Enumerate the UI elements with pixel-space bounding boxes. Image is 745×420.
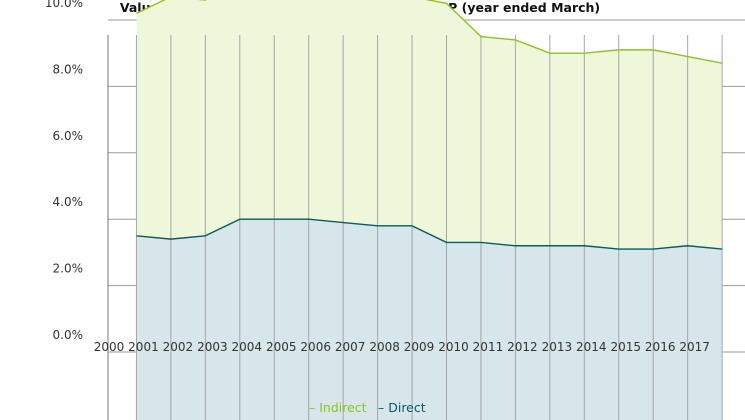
x-tick-label: 2015	[610, 340, 641, 354]
x-tick-label: 2003	[197, 340, 228, 354]
x-tick-label: 2004	[232, 340, 263, 354]
y-tick-label: 0.0%	[53, 328, 84, 342]
x-tick-label: 2006	[300, 340, 331, 354]
x-tick-label: 2017	[679, 340, 710, 354]
x-tick-label: 2012	[507, 340, 538, 354]
x-tick-label: 2014	[576, 340, 607, 354]
x-tick-label: 2013	[542, 340, 573, 354]
y-tick-label: 8.0%	[53, 62, 84, 76]
x-tick-label: 2000	[94, 340, 125, 354]
x-tick-label: 2011	[473, 340, 504, 354]
direct-area	[136, 219, 723, 420]
x-tick-label: 2002	[163, 340, 194, 354]
direct-line	[136, 218, 723, 250]
x-tick-label: 2005	[266, 340, 297, 354]
x-tick-label: 2009	[404, 340, 435, 354]
y-tick-label: 2.0%	[53, 262, 84, 276]
y-tick-label: 4.0%	[53, 195, 84, 209]
grid-lines-vertical	[107, 35, 723, 420]
x-tick-label: 2007	[335, 340, 366, 354]
indirect-line	[136, 0, 723, 64]
legend-direct: – Direct	[378, 400, 426, 415]
x-tick-label: 2016	[645, 340, 676, 354]
area-fills	[136, 0, 723, 420]
y-axis-ticks: 0.0% 2.0% 4.0% 6.0% 8.0% 10.0%	[45, 0, 83, 342]
x-tick-label: 2008	[369, 340, 400, 354]
legend: – Indirect – Direct	[309, 400, 426, 415]
y-tick-label: 6.0%	[53, 129, 84, 143]
x-tick-label: 2010	[438, 340, 469, 354]
legend-indirect: – Indirect	[309, 400, 367, 415]
y-tick-label: 10.0%	[45, 0, 83, 10]
x-axis-ticks: 2000 2001 2002 2003 2004 2005 2006 2007 2008 2009…	[94, 340, 710, 354]
indirect-area	[136, 0, 723, 250]
x-tick-label: 2001	[128, 340, 159, 354]
series-lines	[136, 0, 723, 250]
